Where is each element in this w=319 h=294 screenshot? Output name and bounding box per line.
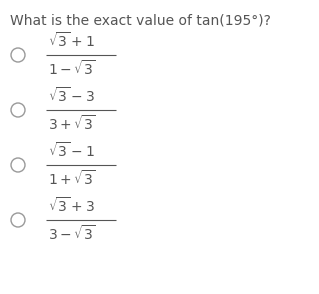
Text: $3-\sqrt{3}$: $3-\sqrt{3}$ — [48, 225, 96, 243]
Text: $\sqrt{3}+1$: $\sqrt{3}+1$ — [48, 31, 95, 51]
Text: What is the exact value of tan(195°)?: What is the exact value of tan(195°)? — [10, 14, 271, 28]
Text: $3+\sqrt{3}$: $3+\sqrt{3}$ — [48, 115, 96, 133]
Text: $\sqrt{3}-1$: $\sqrt{3}-1$ — [48, 141, 95, 161]
Text: $1+\sqrt{3}$: $1+\sqrt{3}$ — [48, 170, 96, 188]
Text: $1-\sqrt{3}$: $1-\sqrt{3}$ — [48, 60, 96, 78]
Text: $\sqrt{3}+3$: $\sqrt{3}+3$ — [48, 197, 95, 216]
Text: $\sqrt{3}-3$: $\sqrt{3}-3$ — [48, 86, 95, 106]
